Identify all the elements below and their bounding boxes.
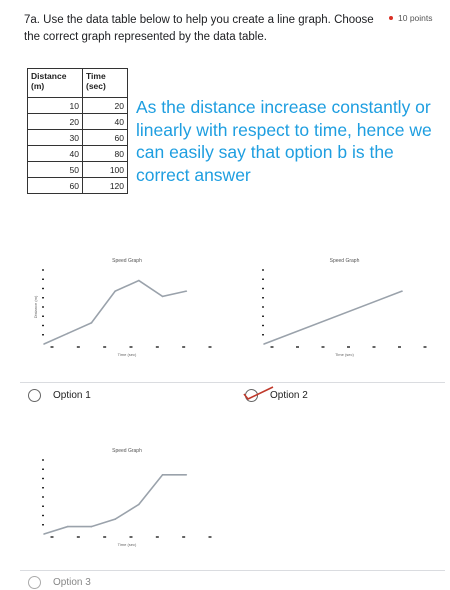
data-point [114,290,116,292]
table-cell: 100 [82,161,128,178]
data-point [43,343,45,345]
option-1-label: Option 1 [53,390,91,401]
data-table: Distance (m) Time (sec) 10 20 20 40 30 60 4… [27,68,128,194]
table-row: 30 60 [27,129,128,146]
data-point [138,279,140,282]
option-2-label: Option 2 [270,390,308,401]
table-row: 60 120 [27,177,128,194]
table-row: 10 20 [27,97,128,114]
data-point [43,533,45,535]
table-cell: 10 [27,97,83,114]
points-label: 10 points [398,13,433,23]
table-cell: 60 [82,129,128,146]
question-text: 7a. Use the data table below to help you… [24,14,374,43]
table-row: 40 80 [27,145,128,162]
radio-button[interactable] [28,389,41,402]
required-marker [389,16,393,20]
radio-button[interactable] [28,576,41,589]
data-point [185,474,188,476]
data-point [66,332,69,335]
data-point [401,290,403,292]
divider [20,382,445,383]
option-3-label: Option 3 [53,577,91,588]
option-2-graph: Speed Graph Time (sec) [262,258,427,357]
option-1-graph: Speed Graph Distance (m) Time (sec) [33,258,212,357]
table-cell: 50 [27,161,83,178]
option-3-graph: Speed Graph Time (sec) [42,448,212,547]
data-point [161,295,164,298]
data-point [185,290,188,292]
series-line [43,473,187,535]
table-header-time: Time (sec) [82,68,128,98]
y-axis-label: Distance (m) [33,295,38,318]
table-header-distance: Distance (m) [27,68,83,98]
series-line [263,290,403,345]
table-cell: 30 [27,129,83,146]
data-point [138,503,140,506]
table-cell: 80 [82,145,128,162]
chart-title: Speed Graph [112,448,142,454]
check-mark-icon [243,386,274,400]
option-1-choice[interactable]: Option 1 [28,389,91,402]
table-cell: 20 [27,113,83,130]
chart-title: Speed Graph [112,258,142,264]
x-axis-label: Time (sec) [118,542,137,547]
series-line [43,279,187,345]
data-point [114,518,116,520]
table-row: 20 40 [27,113,128,130]
x-axis-label: Time (sec) [118,352,137,357]
divider [20,570,445,571]
table-cell: 40 [27,145,83,162]
x-axis-label: Time (sec) [335,352,354,357]
data-point [66,525,69,528]
answer-explanation: As the distance increase constantly or l… [136,97,432,185]
chart-title: Speed Graph [330,258,360,264]
table-cell: 20 [82,97,128,114]
data-point [161,474,164,476]
table-cell: 120 [82,177,128,194]
data-point [90,322,93,324]
option-3-choice[interactable]: Option 3 [28,576,91,589]
table-cell: 60 [27,177,83,194]
data-point [263,343,265,345]
table-row: 50 100 [27,161,128,178]
table-cell: 40 [82,113,128,130]
data-point [90,525,93,528]
